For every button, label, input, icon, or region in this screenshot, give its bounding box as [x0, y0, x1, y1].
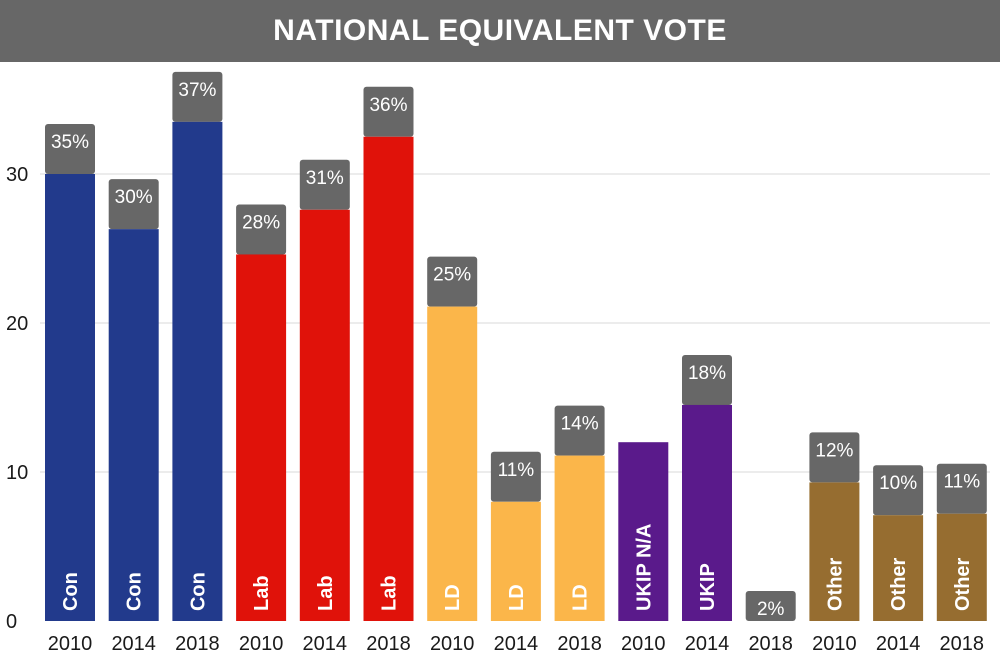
value-label: 31% [306, 168, 344, 189]
bar [936, 513, 987, 621]
value-label: 25% [433, 265, 471, 286]
value-label: 2% [757, 599, 785, 620]
bar [363, 136, 414, 621]
x-tick-label: 2018 [748, 633, 793, 655]
bar [236, 254, 287, 621]
value-label-box [873, 465, 924, 516]
party-label: Con [60, 572, 82, 611]
value-label-box [490, 451, 541, 502]
bar [172, 121, 223, 621]
party-label: Other [824, 557, 846, 611]
bar [873, 515, 924, 621]
x-tick-label: 2010 [812, 633, 857, 655]
value-label-box [236, 204, 287, 255]
value-label: 12% [815, 440, 853, 461]
x-tick-label: 2018 [366, 633, 411, 655]
y-tick-label: 0 [6, 611, 17, 633]
party-label: Other [952, 557, 974, 611]
party-label: UKIP N/A [633, 524, 655, 611]
y-tick-label: 20 [6, 313, 28, 335]
value-label-box [745, 591, 796, 621]
bar [618, 442, 669, 621]
x-tick-label: 2014 [494, 633, 539, 655]
x-tick-label: 2010 [48, 633, 93, 655]
x-tick-label: 2018 [557, 633, 602, 655]
party-label: UKIP [697, 563, 719, 611]
x-tick-label: 2014 [111, 633, 156, 655]
bar [108, 229, 159, 621]
x-tick-label: 2018 [940, 633, 985, 655]
value-label-box [682, 354, 732, 405]
value-label: 10% [879, 473, 917, 494]
value-label-box [108, 179, 159, 230]
party-label: Lab [379, 575, 401, 611]
value-label: 36% [369, 95, 407, 116]
value-label: 11% [498, 460, 535, 481]
value-label: 35% [51, 132, 89, 153]
value-label: 18% [688, 363, 726, 384]
x-tick-label: 2010 [239, 633, 284, 655]
value-label-box [809, 432, 860, 483]
party-label: LD [442, 584, 464, 611]
value-label-box [936, 463, 987, 514]
party-label: Lab [315, 575, 337, 611]
party-label: LD [506, 584, 528, 611]
bar [554, 455, 605, 621]
party-label: Lab [251, 575, 273, 611]
bar [809, 482, 860, 621]
bar [299, 209, 350, 621]
value-label: 11% [943, 472, 980, 493]
bar [427, 306, 478, 621]
party-label: LD [570, 584, 592, 611]
y-tick-label: 30 [6, 164, 28, 186]
x-tick-label: 2010 [621, 633, 666, 655]
bar [490, 501, 541, 621]
x-tick-label: 2014 [685, 633, 730, 655]
value-label: 30% [115, 187, 153, 208]
party-label: Con [187, 572, 209, 611]
chart-title: NATIONAL EQUIVALENT VOTE [273, 14, 727, 47]
party-label: Con [124, 572, 146, 611]
value-label-box [172, 71, 223, 122]
value-label: 37% [178, 80, 216, 101]
x-tick-label: 2018 [175, 633, 220, 655]
value-label-box [554, 405, 605, 456]
value-label: 28% [242, 212, 280, 233]
x-tick-label: 2014 [303, 633, 348, 655]
value-label: 14% [561, 414, 599, 435]
value-label-box [299, 159, 350, 210]
title-bar: NATIONAL EQUIVALENT VOTE [0, 0, 1000, 62]
value-label-box [427, 256, 478, 307]
value-label-box [363, 86, 414, 137]
value-label-box [45, 124, 95, 174]
party-label: Other [888, 557, 910, 611]
bar [45, 174, 95, 621]
x-tick-label: 2010 [430, 633, 475, 655]
x-tick-label: 2014 [876, 633, 921, 655]
y-tick-label: 10 [6, 462, 28, 484]
bar [682, 404, 732, 621]
